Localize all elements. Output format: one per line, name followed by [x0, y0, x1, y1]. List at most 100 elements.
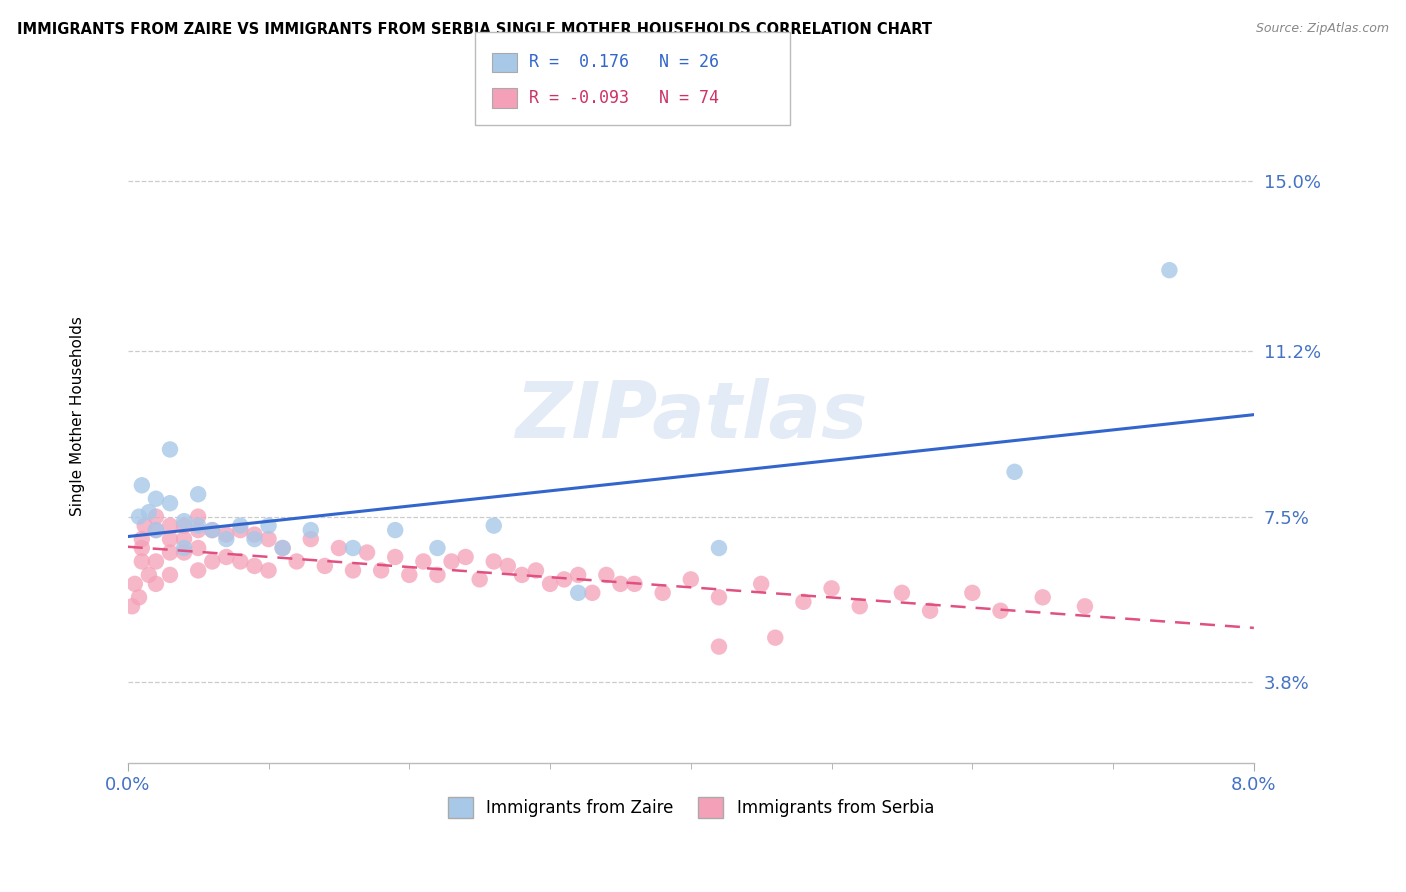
- Point: [173, 532, 195, 546]
- Point: [426, 568, 449, 582]
- Point: [215, 527, 238, 541]
- Point: [131, 554, 153, 568]
- Text: ZIPatlas: ZIPatlas: [515, 378, 868, 454]
- Point: [145, 509, 167, 524]
- Point: [1074, 599, 1097, 614]
- Point: [1004, 465, 1026, 479]
- Point: [384, 523, 406, 537]
- Point: [482, 518, 505, 533]
- Point: [271, 541, 294, 555]
- Point: [145, 577, 167, 591]
- Point: [454, 549, 477, 564]
- Point: [763, 631, 786, 645]
- Point: [314, 558, 336, 573]
- Point: [173, 545, 195, 559]
- Point: [145, 491, 167, 506]
- Point: [962, 586, 984, 600]
- Point: [257, 563, 280, 577]
- Point: [243, 558, 266, 573]
- Point: [440, 554, 463, 568]
- Point: [159, 518, 181, 533]
- Point: [187, 541, 209, 555]
- Point: [138, 568, 160, 582]
- Point: [121, 599, 143, 614]
- Point: [356, 545, 378, 559]
- Point: [707, 541, 730, 555]
- Point: [131, 532, 153, 546]
- Point: [482, 554, 505, 568]
- Point: [229, 518, 252, 533]
- Point: [398, 568, 420, 582]
- Text: IMMIGRANTS FROM ZAIRE VS IMMIGRANTS FROM SERBIA SINGLE MOTHER HOUSEHOLDS CORRELA: IMMIGRANTS FROM ZAIRE VS IMMIGRANTS FROM…: [17, 22, 932, 37]
- Point: [370, 563, 392, 577]
- Point: [792, 595, 814, 609]
- Text: R = -0.093   N = 74: R = -0.093 N = 74: [529, 89, 718, 107]
- Point: [384, 549, 406, 564]
- Point: [595, 568, 617, 582]
- Point: [145, 523, 167, 537]
- Point: [243, 527, 266, 541]
- Point: [749, 577, 772, 591]
- Point: [187, 563, 209, 577]
- Point: [468, 573, 491, 587]
- Point: [1032, 591, 1054, 605]
- Text: Single Mother Households: Single Mother Households: [70, 316, 84, 516]
- Point: [271, 541, 294, 555]
- Point: [128, 591, 150, 605]
- Point: [328, 541, 350, 555]
- Point: [187, 487, 209, 501]
- Point: [426, 541, 449, 555]
- Point: [848, 599, 870, 614]
- Point: [412, 554, 434, 568]
- Point: [609, 577, 631, 591]
- Point: [342, 563, 364, 577]
- Point: [679, 573, 702, 587]
- Point: [707, 591, 730, 605]
- Point: [990, 604, 1012, 618]
- Point: [299, 523, 322, 537]
- Point: [145, 523, 167, 537]
- Point: [159, 545, 181, 559]
- Point: [524, 563, 547, 577]
- Point: [131, 478, 153, 492]
- Point: [567, 568, 589, 582]
- Point: [187, 523, 209, 537]
- Point: [623, 577, 645, 591]
- Point: [651, 586, 673, 600]
- Text: R =  0.176   N = 26: R = 0.176 N = 26: [529, 54, 718, 71]
- Point: [707, 640, 730, 654]
- Point: [215, 532, 238, 546]
- Point: [187, 518, 209, 533]
- Point: [173, 518, 195, 533]
- Legend: Immigrants from Zaire, Immigrants from Serbia: Immigrants from Zaire, Immigrants from S…: [441, 790, 941, 824]
- Point: [538, 577, 561, 591]
- Point: [920, 604, 942, 618]
- Point: [173, 541, 195, 555]
- Point: [187, 509, 209, 524]
- Point: [201, 523, 224, 537]
- Point: [229, 554, 252, 568]
- Point: [567, 586, 589, 600]
- Point: [510, 568, 533, 582]
- Point: [145, 554, 167, 568]
- Point: [138, 505, 160, 519]
- Point: [229, 523, 252, 537]
- Point: [173, 514, 195, 528]
- Point: [131, 541, 153, 555]
- Point: [124, 577, 146, 591]
- Text: Source: ZipAtlas.com: Source: ZipAtlas.com: [1256, 22, 1389, 36]
- Point: [128, 509, 150, 524]
- Point: [299, 532, 322, 546]
- Point: [553, 573, 575, 587]
- Point: [201, 523, 224, 537]
- Point: [891, 586, 914, 600]
- Point: [159, 496, 181, 510]
- Point: [342, 541, 364, 555]
- Point: [159, 532, 181, 546]
- Point: [1159, 263, 1181, 277]
- Point: [159, 568, 181, 582]
- Point: [581, 586, 603, 600]
- Point: [285, 554, 308, 568]
- Point: [257, 532, 280, 546]
- Point: [243, 532, 266, 546]
